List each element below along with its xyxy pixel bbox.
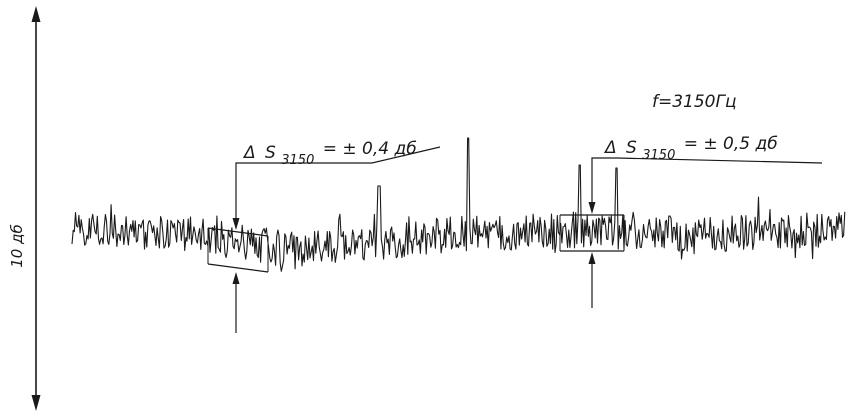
annotation-2-leader: [591, 157, 823, 206]
annotation-1-band-top: [207, 227, 269, 237]
annotation-1-value: = ± 0,4 дб: [323, 139, 417, 159]
annotation-1-var: S: [265, 143, 276, 163]
scale-label: 10 дб: [8, 224, 26, 267]
annotation-1-leader: [235, 146, 441, 222]
annotation-1: Δ S 3150 = ± 0,4 дб: [207, 139, 441, 333]
annotation-1-delta: Δ: [242, 143, 256, 163]
noise-trace: [71, 137, 846, 272]
annotation-2: Δ S 3150 = ± 0,5 дб: [559, 134, 823, 308]
frequency-label: f=3150Гц: [652, 92, 737, 112]
annotation-2-value: = ± 0,5 дб: [684, 134, 778, 154]
annotation-1-label: Δ S 3150 = ± 0,4 дб: [242, 139, 417, 169]
annotation-1-band-bottom: [207, 263, 269, 273]
scale-arrow-head-top: [31, 6, 41, 22]
annotation-2-delta: Δ: [603, 138, 617, 158]
annotation-1-arrow-down: [232, 218, 240, 230]
scale-arrow-head-bottom: [31, 395, 41, 411]
annotation-2-var: S: [626, 138, 637, 158]
annotation-1-subscript: 3150: [281, 153, 314, 168]
scale-bar: 10 дб: [8, 6, 41, 411]
annotation-2-arrow-up: [588, 252, 596, 264]
annotation-2-arrow-down: [588, 202, 596, 214]
annotation-1-arrow-up: [232, 272, 240, 284]
annotation-2-subscript: 3150: [642, 148, 675, 163]
